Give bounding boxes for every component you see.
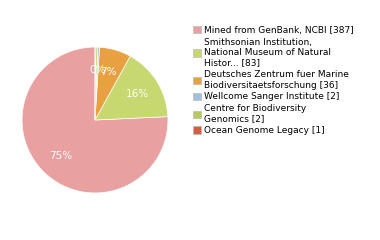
- Text: 7%: 7%: [101, 67, 117, 77]
- Wedge shape: [95, 47, 130, 120]
- Text: 75%: 75%: [49, 151, 72, 161]
- Text: 0%: 0%: [89, 66, 106, 75]
- Wedge shape: [95, 56, 168, 120]
- Wedge shape: [95, 47, 100, 120]
- Legend: Mined from GenBank, NCBI [387], Smithsonian Institution,
National Museum of Natu: Mined from GenBank, NCBI [387], Smithson…: [191, 24, 356, 137]
- Wedge shape: [95, 47, 98, 120]
- Wedge shape: [95, 47, 96, 120]
- Wedge shape: [22, 47, 168, 193]
- Text: 16%: 16%: [125, 89, 149, 99]
